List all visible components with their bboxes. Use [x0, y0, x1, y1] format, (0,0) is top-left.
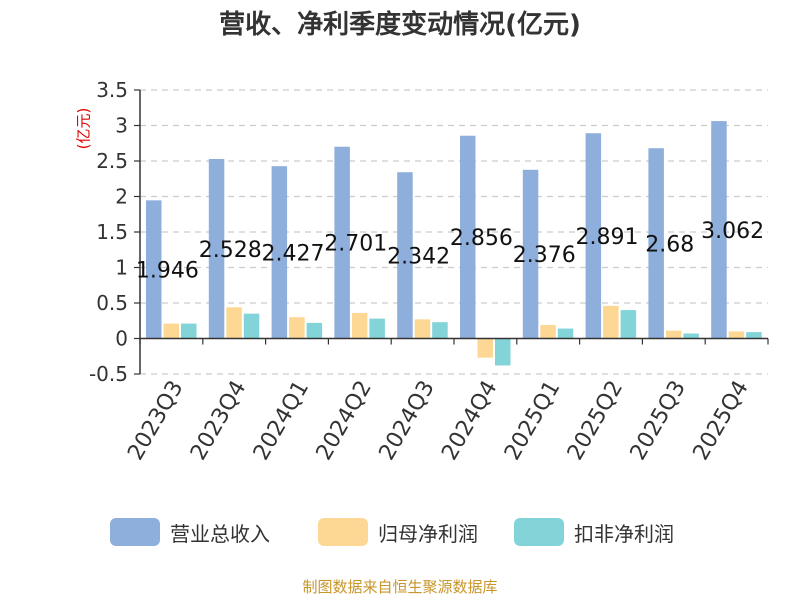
data-label: 2.68 [645, 232, 694, 257]
legend-item-deducted-profit[interactable]: 扣非净利润 [514, 516, 674, 548]
bar-net-profit [477, 338, 493, 358]
bar-revenue [711, 121, 727, 339]
y-tick-label: 3.5 [96, 78, 128, 102]
bar-revenue [146, 200, 162, 339]
bar-net-profit [728, 331, 745, 339]
data-label: 2.856 [450, 226, 513, 251]
bar-deducted-profit [620, 310, 637, 339]
bar-revenue [460, 135, 476, 339]
y-tick-label: 0.5 [96, 291, 128, 315]
x-tick-label: 2025Q3 [626, 377, 691, 465]
bar-revenue [397, 172, 413, 339]
bar-net-profit [351, 312, 368, 339]
y-tick-label: 2 [115, 185, 128, 209]
y-tick-label: 1.5 [96, 220, 128, 244]
bar-net-profit [289, 317, 305, 339]
bar-deducted-profit [432, 322, 448, 339]
bar-deducted-profit [495, 338, 511, 366]
bar-net-profit [665, 330, 682, 339]
x-tick-label: 2025Q2 [563, 377, 628, 465]
bar-deducted-profit [369, 318, 385, 339]
bar-deducted-profit [306, 322, 323, 339]
bar-revenue [522, 169, 539, 339]
x-tick-label: 2024Q1 [249, 377, 314, 465]
legend-swatch-deducted-profit [514, 518, 564, 546]
data-label: 2.427 [262, 241, 325, 266]
data-label: 1.946 [136, 258, 199, 283]
data-label: 2.528 [199, 238, 262, 263]
data-label: 2.342 [387, 244, 450, 269]
y-tick-label: 0 [115, 327, 128, 351]
data-label: 2.376 [513, 243, 576, 268]
data-label: 3.062 [701, 219, 764, 244]
data-source: 制图数据来自恒生聚源数据库 [302, 578, 498, 596]
x-tick-label: 2024Q2 [312, 377, 377, 465]
legend-swatch-net-profit [318, 518, 368, 546]
bar-deducted-profit [181, 323, 197, 339]
bar-deducted-profit [243, 313, 260, 339]
data-label: 2.701 [324, 232, 387, 257]
legend-label-deducted-profit: 扣非净利润 [574, 521, 674, 546]
legend-item-net-profit[interactable]: 归母净利润 [318, 516, 478, 548]
legend-swatch-revenue [110, 518, 160, 546]
bar-net-profit [226, 307, 242, 339]
y-tick-label: 3 [115, 114, 128, 138]
bar-net-profit [414, 319, 431, 339]
bar-deducted-profit [557, 328, 574, 339]
bar-revenue [648, 148, 664, 339]
x-tick-label: 2025Q1 [500, 377, 565, 465]
bar-deducted-profit [683, 333, 699, 339]
bar-net-profit [540, 325, 556, 339]
bar-revenue [208, 159, 225, 339]
x-tick-label: 2023Q4 [186, 377, 251, 465]
y-tick-label: 2.5 [96, 149, 128, 173]
bar-deducted-profit [746, 332, 762, 339]
data-label: 2.891 [576, 225, 639, 250]
chart-title: 营收、净利季度变动情况(亿元) [219, 10, 581, 40]
bar-revenue [334, 146, 350, 339]
chart-legend: 营业总收入 归母净利润 扣非净利润 [0, 516, 800, 556]
y-tick-label: -0.5 [89, 362, 128, 386]
legend-item-revenue[interactable]: 营业总收入 [110, 516, 270, 548]
legend-label-net-profit: 归母净利润 [378, 521, 478, 546]
bar-net-profit [603, 305, 619, 339]
legend-label-revenue: 营业总收入 [170, 521, 270, 546]
x-tick-label: 2023Q3 [123, 377, 188, 465]
bar-revenue [585, 133, 602, 339]
x-tick-label: 2025Q4 [688, 377, 753, 465]
x-tick-label: 2024Q3 [374, 376, 439, 464]
bar-revenue [271, 166, 288, 339]
x-tick-label: 2024Q4 [437, 377, 502, 465]
y-tick-label: 1 [115, 256, 128, 280]
bar-net-profit [163, 323, 179, 339]
